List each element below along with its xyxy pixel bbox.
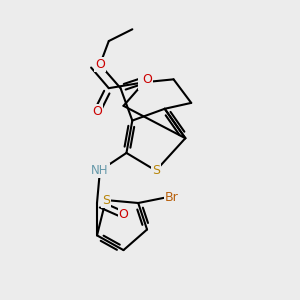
Text: S: S (102, 194, 110, 207)
Text: NH: NH (91, 164, 109, 177)
Text: Br: Br (165, 190, 179, 204)
Text: O: O (95, 58, 105, 71)
Text: N: N (140, 76, 149, 89)
Text: O: O (92, 105, 102, 118)
Text: S: S (152, 164, 160, 177)
Text: O: O (142, 73, 152, 86)
Text: O: O (118, 208, 128, 221)
